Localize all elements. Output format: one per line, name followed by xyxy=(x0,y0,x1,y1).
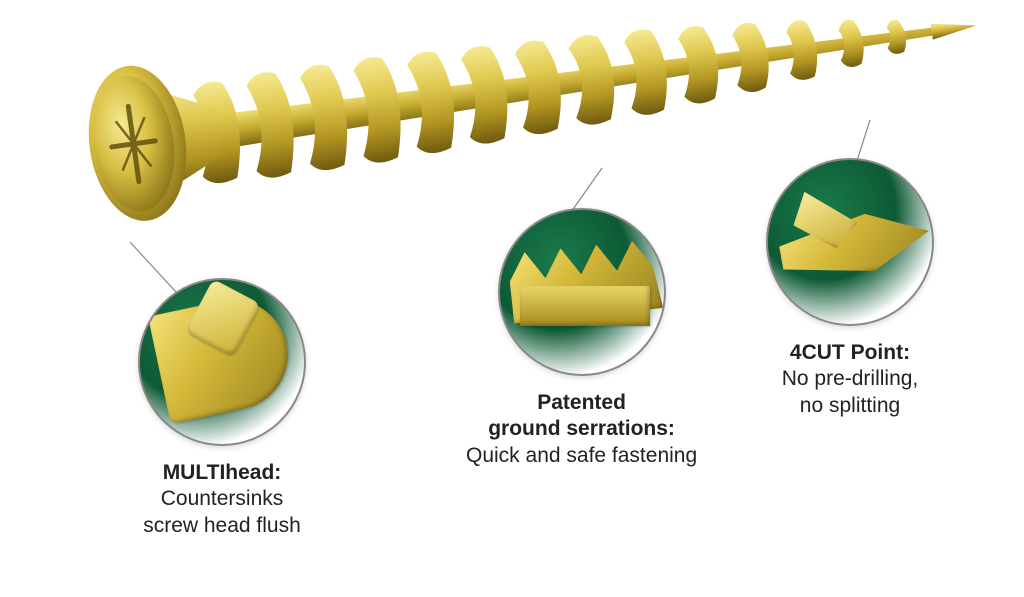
callout-4cut-title: 4CUT Point: xyxy=(782,340,919,366)
callout-serrations-title-1: ground serrations: xyxy=(466,416,697,442)
callout-4cut-circle xyxy=(766,158,934,326)
callout-serrations-desc-0: Quick and safe fastening xyxy=(466,443,697,469)
callout-serrations-label: Patented ground serrations: Quick and sa… xyxy=(466,390,697,469)
callout-4cut-label: 4CUT Point: No pre-drilling, no splittin… xyxy=(782,340,919,419)
callout-4cut-desc-0: No pre-drilling, xyxy=(782,366,919,392)
callout-multihead-desc-1: screw head flush xyxy=(143,513,301,539)
callout-serrations-title-0: Patented xyxy=(466,390,697,416)
callout-multihead-desc-0: Countersinks xyxy=(143,486,301,512)
callout-serrations: Patented ground serrations: Quick and sa… xyxy=(466,208,697,469)
callout-multihead-label: MULTIhead: Countersinks screw head flush xyxy=(143,460,301,539)
callout-multihead-circle xyxy=(138,278,306,446)
callout-4cut: 4CUT Point: No pre-drilling, no splittin… xyxy=(766,158,934,419)
callout-multihead-title: MULTIhead: xyxy=(143,460,301,486)
callout-serrations-circle xyxy=(498,208,666,376)
callout-4cut-desc-1: no splitting xyxy=(782,393,919,419)
callout-multihead: MULTIhead: Countersinks screw head flush xyxy=(138,278,306,539)
